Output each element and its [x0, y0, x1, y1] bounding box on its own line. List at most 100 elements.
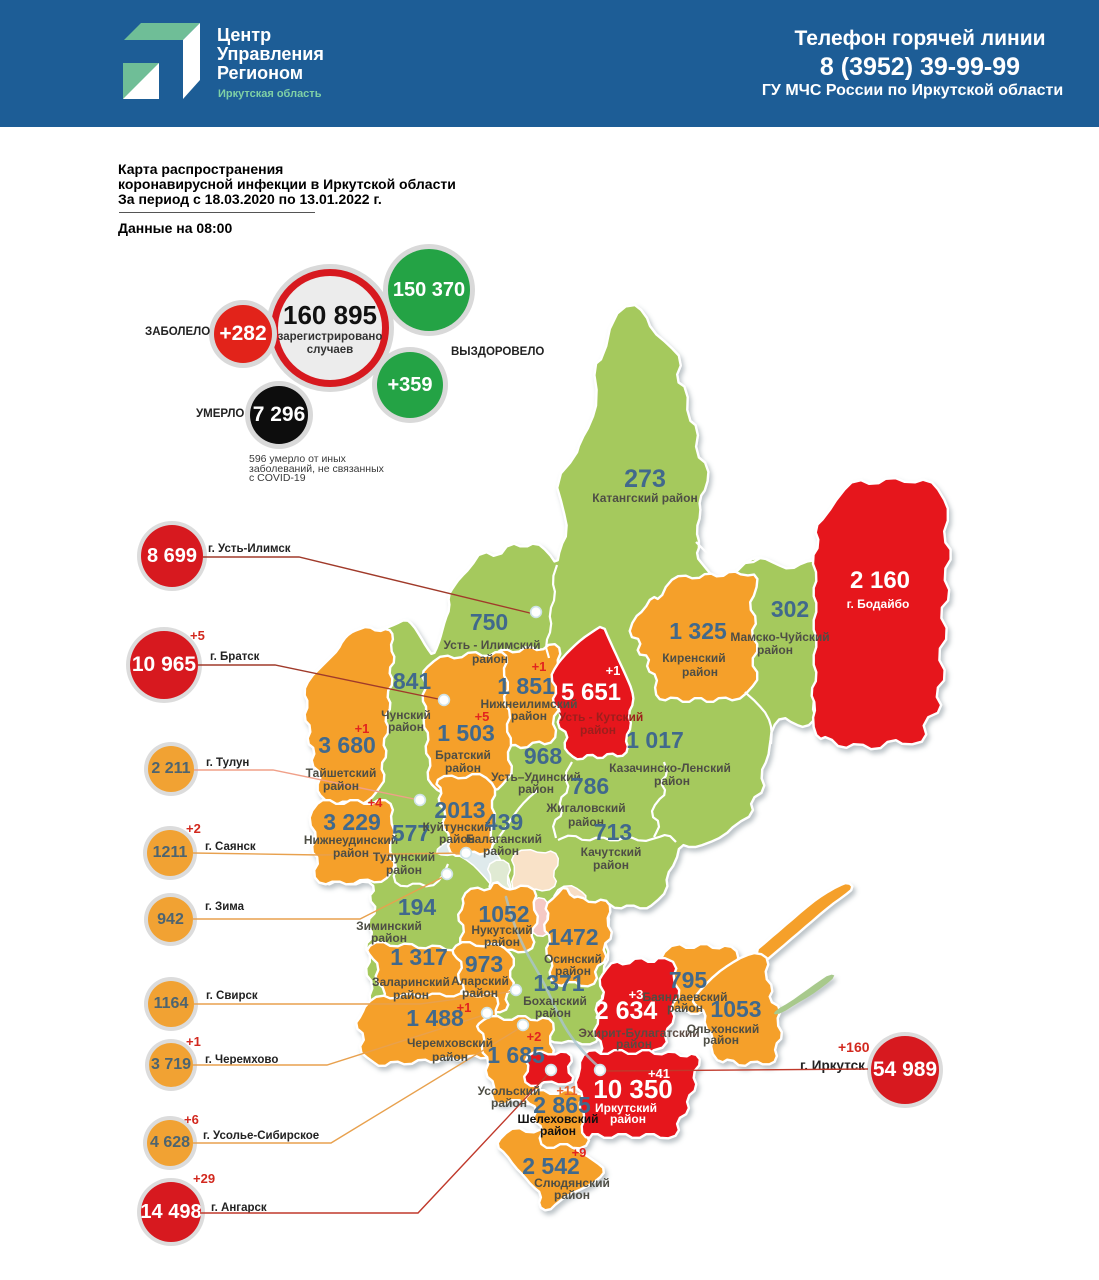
- svg-text:1371: 1371: [533, 970, 584, 996]
- svg-text:район: район: [518, 782, 554, 796]
- svg-text:1 851: 1 851: [497, 673, 555, 699]
- svg-text:Иркутский: Иркутский: [595, 1101, 657, 1115]
- svg-text:968: 968: [524, 743, 563, 769]
- svg-text:+1: +1: [606, 663, 621, 678]
- svg-text:район: район: [393, 988, 429, 1002]
- svg-text:район: район: [616, 1037, 652, 1051]
- svg-text:район: район: [540, 1124, 576, 1138]
- svg-text:Боханский: Боханский: [523, 994, 587, 1008]
- svg-text:район: район: [388, 720, 424, 734]
- svg-text:Ольхонский: Ольхонский: [687, 1022, 760, 1036]
- svg-text:Тайшетский: Тайшетский: [306, 766, 377, 780]
- svg-text:795: 795: [669, 967, 708, 993]
- svg-text:2 634: 2 634: [595, 997, 658, 1025]
- svg-text:Заларинский: Заларинский: [372, 975, 450, 989]
- svg-text:Нижнеудинский: Нижнеудинский: [304, 833, 398, 847]
- svg-text:+2: +2: [527, 1029, 542, 1044]
- svg-text:Качутский: Качутский: [581, 845, 642, 859]
- svg-text:Шелеховский: Шелеховский: [518, 1112, 599, 1126]
- svg-text:+1: +1: [532, 659, 547, 674]
- svg-text:район: район: [439, 832, 475, 846]
- svg-text:Куйтунский: Куйтунский: [423, 820, 492, 834]
- svg-text:район: район: [432, 1050, 468, 1064]
- svg-text:3 680: 3 680: [318, 732, 376, 758]
- svg-text:+41: +41: [648, 1066, 670, 1081]
- svg-text:Слюдянский: Слюдянский: [534, 1176, 610, 1190]
- svg-text:1052: 1052: [478, 901, 529, 927]
- svg-text:5 651: 5 651: [561, 679, 621, 706]
- svg-text:район: район: [371, 931, 407, 945]
- svg-text:Осинский: Осинский: [544, 952, 602, 966]
- svg-text:Чунский: Чунский: [381, 708, 431, 722]
- svg-text:2 542: 2 542: [522, 1153, 580, 1179]
- svg-text:район: район: [580, 723, 616, 737]
- svg-text:1053: 1053: [710, 996, 761, 1022]
- svg-text:район: район: [323, 779, 359, 793]
- svg-text:439: 439: [485, 809, 523, 835]
- svg-text:район: район: [593, 858, 629, 872]
- svg-text:Нукутский: Нукутский: [471, 923, 532, 937]
- svg-text:841: 841: [393, 668, 432, 694]
- svg-text:+3: +3: [629, 987, 644, 1002]
- svg-text:Усть–Удинский: Усть–Удинский: [491, 770, 581, 784]
- svg-text:Черемховский: Черемховский: [407, 1036, 493, 1050]
- svg-text:г. Бодайбо: г. Бодайбо: [847, 597, 910, 611]
- svg-text:2 865: 2 865: [533, 1092, 591, 1118]
- svg-text:Жигаловский: Жигаловский: [545, 801, 625, 815]
- svg-text:1 685: 1 685: [487, 1042, 545, 1068]
- svg-text:1 017: 1 017: [626, 727, 684, 753]
- svg-text:район: район: [483, 844, 519, 858]
- svg-text:1 325: 1 325: [669, 618, 727, 644]
- svg-text:750: 750: [470, 609, 508, 635]
- svg-text:район: район: [535, 1006, 571, 1020]
- svg-text:район: район: [667, 1001, 703, 1015]
- svg-text:1472: 1472: [547, 924, 598, 950]
- svg-text:район: район: [491, 1096, 527, 1110]
- svg-text:+1: +1: [355, 721, 370, 736]
- svg-text:Эхирит-Булагатский: Эхирит-Булагатский: [578, 1026, 699, 1040]
- svg-text:1 317: 1 317: [390, 944, 448, 970]
- svg-text:577: 577: [392, 820, 430, 846]
- svg-text:Аларский: Аларский: [451, 974, 509, 988]
- svg-text:район: район: [555, 964, 591, 978]
- svg-text:973: 973: [465, 951, 503, 977]
- svg-text:+11: +11: [556, 1083, 577, 1098]
- svg-text:район: район: [386, 863, 422, 877]
- svg-text:район: район: [445, 761, 481, 775]
- svg-text:713: 713: [594, 819, 632, 845]
- svg-text:10 350: 10 350: [593, 1074, 673, 1104]
- svg-text:район: район: [484, 935, 520, 949]
- svg-text:1 488: 1 488: [406, 1005, 464, 1031]
- svg-text:Баяндаевский: Баяндаевский: [642, 990, 727, 1004]
- svg-text:3 229: 3 229: [323, 809, 381, 835]
- svg-text:район: район: [511, 709, 547, 723]
- svg-text:Балаганский: Балаганский: [466, 832, 542, 846]
- svg-text:+9: +9: [572, 1145, 587, 1160]
- svg-text:1 503: 1 503: [437, 720, 495, 746]
- svg-text:район: район: [654, 774, 690, 788]
- svg-text:район: район: [703, 1033, 739, 1047]
- svg-text:Тулунский: Тулунский: [373, 850, 435, 864]
- svg-text:302: 302: [771, 596, 809, 622]
- svg-text:Усть - Илимский: Усть - Илимский: [443, 638, 540, 652]
- svg-text:2 160: 2 160: [850, 567, 910, 594]
- svg-text:Нижнеилимский: Нижнеилимский: [480, 697, 577, 711]
- svg-text:194: 194: [398, 894, 437, 920]
- svg-text:Усольский: Усольский: [478, 1084, 541, 1098]
- svg-text:+5: +5: [475, 709, 490, 724]
- svg-text:район: район: [610, 1112, 646, 1126]
- svg-text:район: район: [472, 652, 508, 666]
- svg-text:Зиминский: Зиминский: [356, 919, 422, 933]
- svg-text:Казачинско-Ленский: Казачинско-Ленский: [609, 761, 731, 775]
- svg-text:Усть - Кутский: Усть - Кутский: [559, 710, 644, 724]
- svg-text:район: район: [462, 986, 498, 1000]
- svg-text:273: 273: [624, 465, 666, 493]
- svg-text:Братский: Братский: [435, 748, 491, 762]
- svg-text:2013: 2013: [434, 797, 485, 823]
- svg-text:Мамско-Чуйский: Мамско-Чуйский: [730, 630, 829, 644]
- svg-text:Катангский район: Катангский район: [592, 491, 698, 505]
- svg-text:район: район: [333, 846, 369, 860]
- svg-text:район: район: [682, 665, 718, 679]
- svg-text:район: район: [554, 1188, 590, 1202]
- svg-text:Киренский: Киренский: [662, 651, 725, 665]
